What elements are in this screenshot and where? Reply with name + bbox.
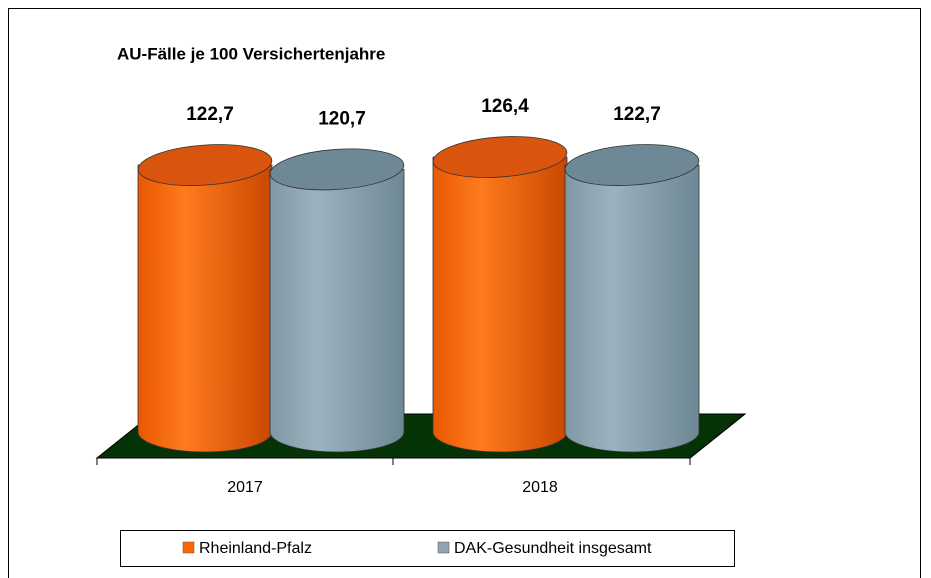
legend-label: DAK-Gesundheit insgesamt: [454, 540, 652, 557]
cylinder-body: [432, 156, 568, 453]
cylinder-body: [269, 169, 405, 453]
cylinder: [432, 136, 568, 453]
legend-swatch: [437, 541, 450, 554]
cylinder-top: [432, 136, 568, 178]
data-label: 122,7: [186, 104, 234, 125]
cylinder: [137, 144, 273, 453]
cylinder-top: [137, 144, 273, 186]
x-tick-label: 2018: [522, 479, 558, 496]
cylinder: [564, 144, 700, 453]
data-label: 120,7: [318, 108, 366, 129]
chart-title: AU-Fälle je 100 Versichertenjahre: [117, 44, 385, 63]
floor-edge: [689, 413, 746, 459]
data-label: 122,7: [613, 104, 661, 125]
cylinder-top: [564, 144, 700, 186]
x-tick-label: 2017: [227, 479, 263, 496]
frame: [8, 8, 921, 578]
cylinder: [269, 148, 405, 453]
legend: [120, 530, 735, 567]
legend-label: Rheinland-Pfalz: [199, 540, 312, 557]
data-label: 126,4: [481, 96, 529, 117]
cylinder-body: [137, 164, 273, 453]
cylinder-body: [564, 164, 700, 453]
cylinder-top: [269, 148, 405, 191]
legend-swatch: [182, 541, 195, 554]
